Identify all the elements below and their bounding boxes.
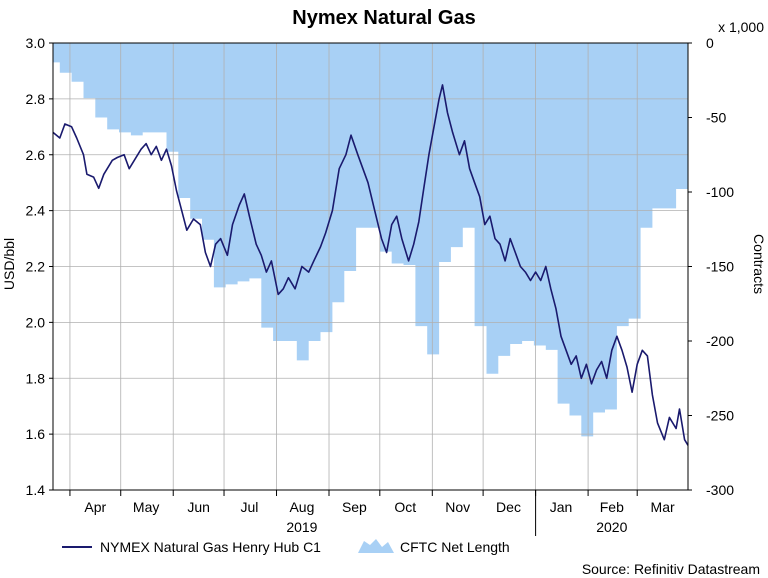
right-tick-label: -100: [706, 184, 734, 200]
left-tick-label: 2.0: [26, 314, 46, 330]
month-label: Aug: [289, 499, 314, 515]
cftc-net-length-area: [53, 43, 688, 437]
legend: NYMEX Natural Gas Henry Hub C1 CFTC Net …: [62, 539, 510, 555]
right-tick-label: -150: [706, 259, 734, 275]
right-tick-label: -300: [706, 482, 734, 498]
month-label: Mar: [651, 499, 675, 515]
month-label: Oct: [394, 499, 416, 515]
left-tick-label: 1.8: [26, 370, 46, 386]
year-label: 2020: [596, 519, 627, 535]
left-tick-label: 1.6: [26, 426, 46, 442]
right-tick-label: -250: [706, 408, 734, 424]
legend-area-swatch: [358, 539, 394, 553]
month-label: Jan: [550, 499, 573, 515]
left-tick-label: 1.4: [26, 482, 46, 498]
month-label: Jun: [187, 499, 210, 515]
month-label: Sep: [342, 499, 367, 515]
legend-line-label: NYMEX Natural Gas Henry Hub C1: [100, 539, 321, 555]
right-tick-label: -50: [706, 110, 726, 126]
year-label: 2019: [286, 519, 317, 535]
right-tick-label: 0: [706, 35, 714, 51]
month-label: May: [133, 499, 159, 515]
left-tick-label: 2.8: [26, 91, 46, 107]
axes: 3.0 2.8 2.6 2.4 2.2 2.0 1.8 1.6 1.4 0 -50 -100 -150 -…: [26, 35, 734, 536]
month-label: Jul: [240, 499, 258, 515]
source-note: Source: Refinitiv Datastream: [582, 561, 760, 577]
plot-area: [52, 42, 689, 491]
left-tick-label: 2.4: [26, 203, 46, 219]
right-axis-multiplier: x 1,000: [718, 19, 764, 35]
nymex-price-line: [52, 84, 689, 446]
left-tick-label: 2.6: [26, 147, 46, 163]
month-label: Apr: [84, 499, 106, 515]
right-axis-title: Contracts: [751, 234, 767, 294]
month-label: Dec: [496, 499, 521, 515]
left-axis-title: USD/bbl: [1, 238, 17, 290]
right-tick-label: -200: [706, 333, 734, 349]
month-label: Feb: [600, 499, 624, 515]
chart-title: Nymex Natural Gas: [292, 7, 475, 29]
legend-area-label: CFTC Net Length: [400, 539, 510, 555]
month-label: Nov: [445, 499, 470, 515]
left-tick-label: 2.2: [26, 259, 46, 275]
left-tick-label: 3.0: [26, 35, 46, 51]
